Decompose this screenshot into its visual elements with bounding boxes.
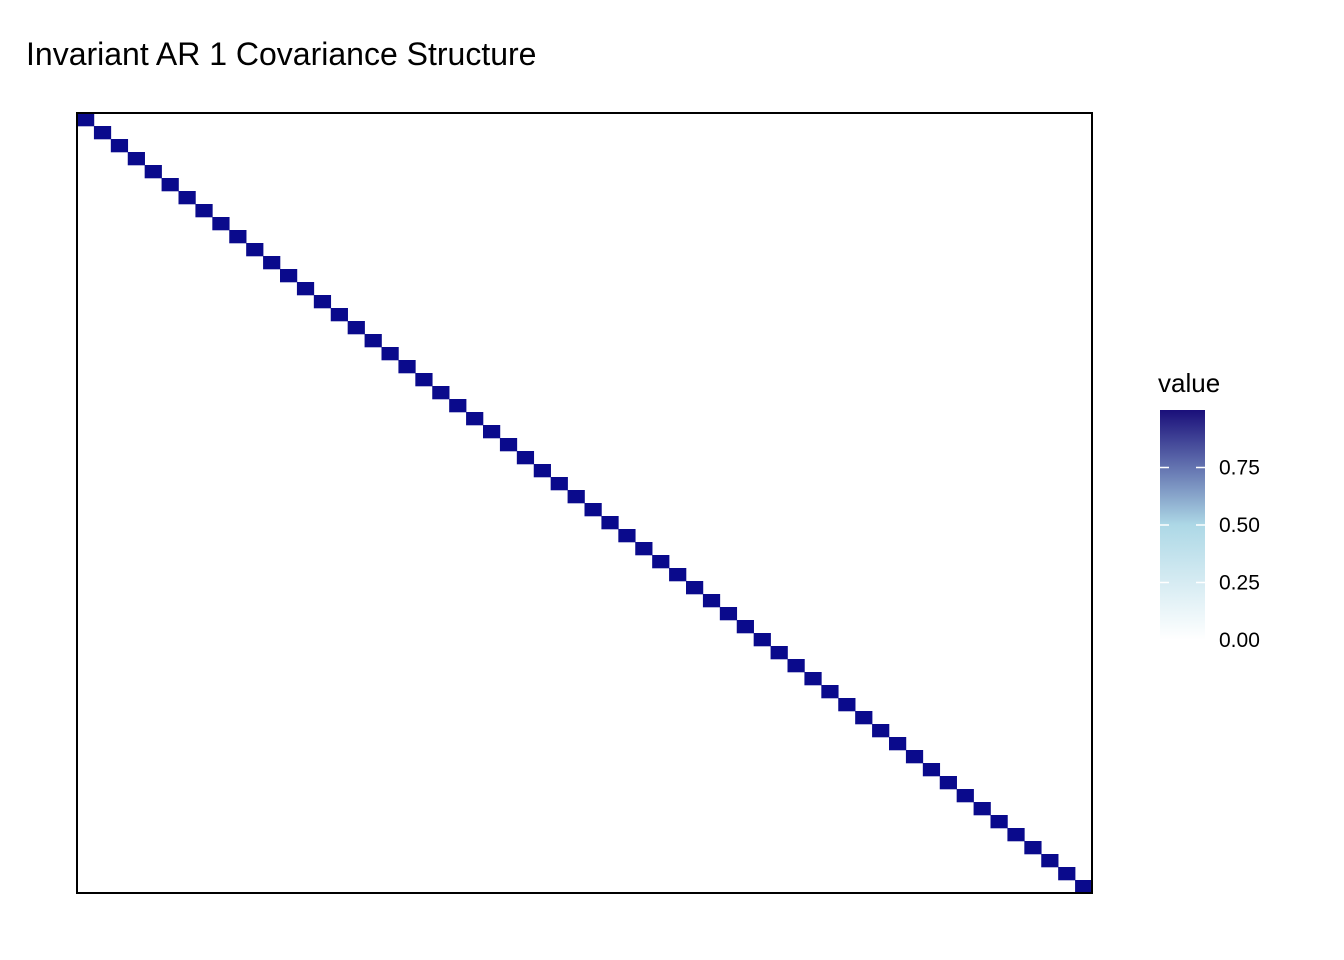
heatmap-cell-diagonal: [280, 269, 298, 283]
heatmap-cell-diagonal: [635, 542, 653, 556]
heatmap-cell-diagonal: [652, 555, 670, 569]
heatmap-cell-diagonal: [178, 191, 196, 205]
heatmap-cell-diagonal: [804, 672, 822, 686]
heatmap-cells: [77, 113, 1093, 894]
heatmap-cell-diagonal: [161, 178, 179, 192]
heatmap-cell-diagonal: [364, 334, 382, 348]
heatmap-cell-diagonal: [956, 789, 974, 803]
color-legend: value 0.75 0.50 0.25 0.00: [1158, 368, 1260, 652]
heatmap-cell-diagonal: [1075, 880, 1093, 894]
heatmap-cell-diagonal: [770, 646, 788, 660]
heatmap-cell-diagonal: [533, 464, 551, 478]
heatmap-cell-diagonal: [1007, 828, 1025, 842]
heatmap-cell-diagonal: [330, 308, 348, 322]
heatmap-cell-diagonal: [601, 516, 619, 530]
legend-tick-label: 0.25: [1219, 572, 1260, 595]
heatmap-cell-diagonal: [753, 633, 771, 647]
legend-title: value: [1158, 368, 1220, 398]
heatmap-cell-diagonal: [939, 776, 957, 790]
heatmap-cell-diagonal: [889, 737, 907, 751]
heatmap-cell-diagonal: [618, 529, 636, 543]
heatmap-cell-diagonal: [838, 698, 856, 712]
heatmap-cell-diagonal: [686, 581, 704, 595]
heatmap-cell-diagonal: [466, 412, 484, 426]
heatmap-cell-diagonal: [567, 490, 585, 504]
legend-ticks: 0.75 0.50 0.25 0.00: [1160, 457, 1260, 652]
heatmap-cell-diagonal: [1041, 854, 1059, 868]
heatmap-cell-diagonal: [973, 802, 991, 816]
heatmap-cell-diagonal: [584, 503, 602, 517]
chart-title: Invariant AR 1 Covariance Structure: [26, 36, 537, 72]
heatmap-cell-diagonal: [398, 360, 416, 374]
heatmap-cell-diagonal: [516, 451, 535, 465]
heatmap-cell-diagonal: [821, 685, 839, 699]
legend-tick-label: 0.00: [1219, 629, 1260, 652]
heatmap-cell-diagonal: [432, 386, 450, 400]
heatmap-cell-diagonal: [347, 321, 365, 335]
heatmap-cell-diagonal: [922, 763, 941, 777]
heatmap-cell-diagonal: [702, 594, 721, 608]
heatmap-cell-diagonal: [483, 425, 501, 439]
heatmap-cell-diagonal: [246, 243, 264, 257]
heatmap-cell-diagonal: [1024, 841, 1042, 855]
heatmap-cell-diagonal: [263, 256, 281, 270]
heatmap-cell-diagonal: [719, 607, 738, 621]
heatmap-cell-diagonal: [449, 399, 467, 413]
heatmap-cell-diagonal: [110, 139, 129, 153]
heatmap-cell-diagonal: [229, 230, 247, 244]
heatmap-cell-diagonal: [550, 477, 568, 491]
heatmap-cell-diagonal: [127, 152, 145, 166]
heatmap-cell-diagonal: [669, 568, 687, 582]
heatmap-cell-diagonal: [144, 165, 162, 179]
heatmap-cell-diagonal: [415, 373, 433, 387]
legend-tick-label: 0.75: [1219, 457, 1260, 480]
heatmap-cell-diagonal: [855, 711, 873, 725]
heatmap-cell-diagonal: [872, 724, 890, 738]
heatmap-cell-diagonal: [77, 113, 95, 127]
heatmap-cell-diagonal: [313, 295, 332, 309]
heatmap-cell-diagonal: [93, 126, 112, 140]
heatmap-cell-diagonal: [990, 815, 1008, 829]
heatmap-cell-diagonal: [195, 204, 213, 218]
heatmap-cell-diagonal: [212, 217, 230, 231]
heatmap-cell-diagonal: [499, 438, 518, 452]
heatmap-cell-diagonal: [1058, 867, 1076, 881]
panel-border: [76, 112, 1093, 894]
heatmap-cell-diagonal: [905, 750, 924, 764]
heatmap-cell-diagonal: [787, 659, 805, 673]
heatmap-cell-diagonal: [296, 282, 315, 296]
legend-tick-label: 0.50: [1219, 514, 1260, 537]
heatmap-cell-diagonal: [736, 620, 754, 634]
heatmap-cell-diagonal: [381, 347, 399, 361]
